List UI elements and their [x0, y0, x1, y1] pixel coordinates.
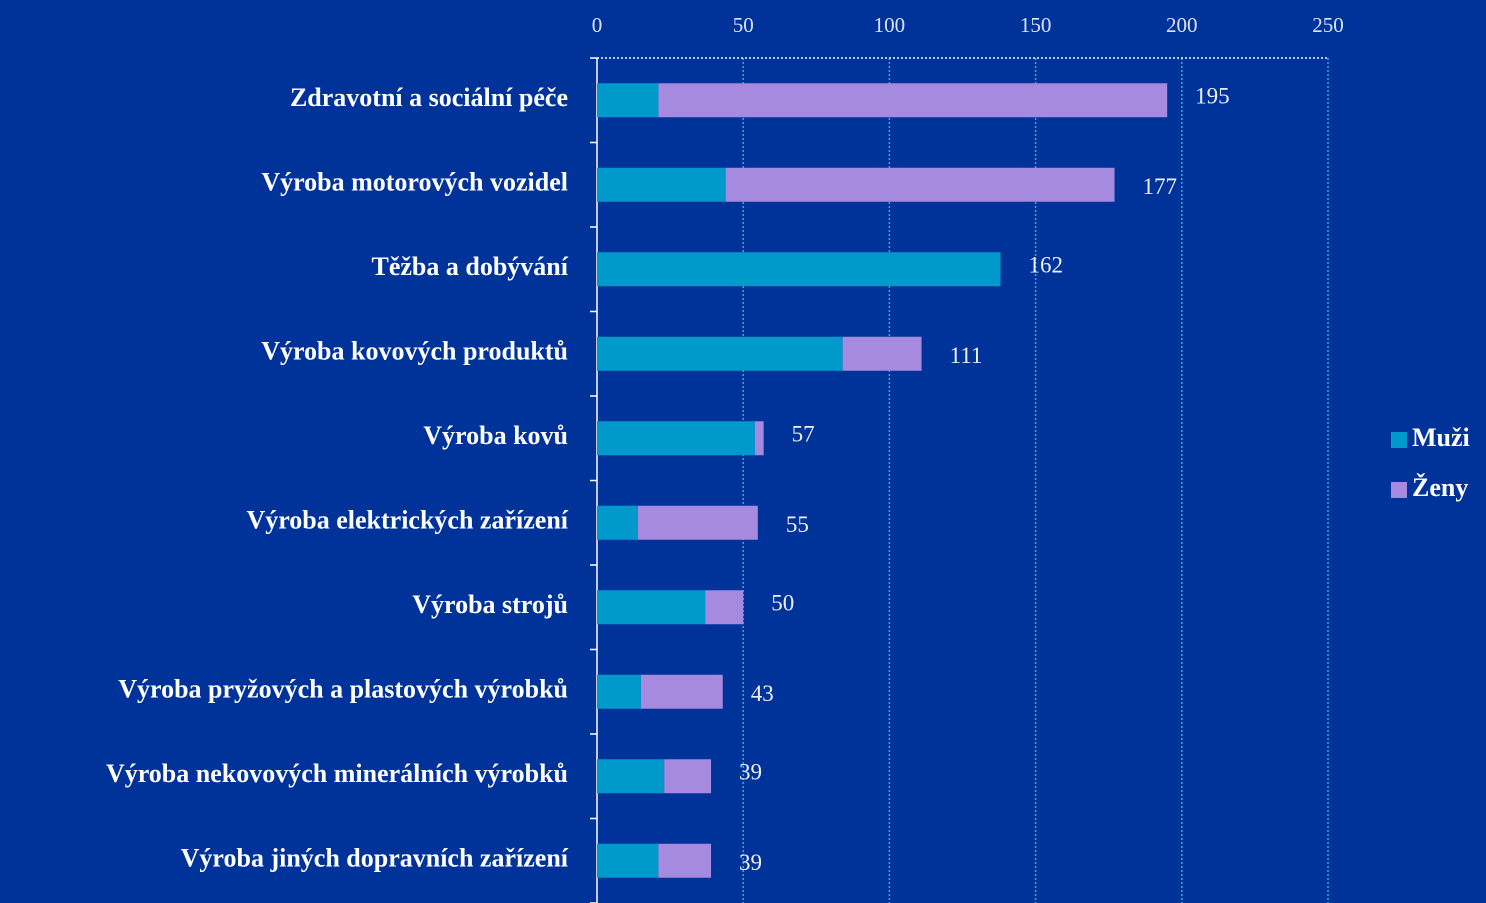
bar-segment [597, 759, 665, 794]
total-label: 50 [771, 591, 794, 616]
x-tick-label: 200 [1166, 13, 1198, 37]
total-label: 39 [739, 850, 762, 875]
bar-segment [658, 843, 712, 878]
legend-label: Ženy [1412, 473, 1468, 502]
category-label: Výroba jiných dopravních zařízení [181, 844, 569, 873]
bar-segment [658, 83, 1168, 118]
bar-segment [597, 167, 726, 202]
legend-swatch [1391, 482, 1407, 498]
bar-segment [664, 759, 712, 794]
category-label: Výroba motorových vozidel [261, 168, 568, 197]
x-tick-label: 0 [592, 13, 603, 37]
bar-segment [842, 336, 922, 371]
bar-segment [597, 674, 641, 709]
total-label: 177 [1143, 174, 1178, 199]
total-label: 162 [1029, 253, 1064, 278]
category-label: Výroba pryžových a plastových výrobků [118, 675, 568, 704]
bar-segment [597, 505, 638, 540]
total-label: 111 [950, 343, 983, 368]
total-label: 39 [739, 760, 762, 785]
bar-segment [640, 674, 723, 709]
bar-segment [597, 83, 659, 118]
bar-segment [597, 336, 843, 371]
total-label: 57 [792, 422, 815, 447]
total-label: 43 [751, 681, 774, 706]
bar-segment [637, 505, 758, 540]
category-label: Výroba kovů [423, 421, 568, 450]
category-label: Výroba nekovových minerálních výrobků [106, 759, 568, 788]
bar-segment [597, 843, 659, 878]
bar-segment [597, 252, 1001, 287]
bar-segment [705, 590, 744, 625]
bar-segment [725, 167, 1115, 202]
x-tick-label: 150 [1020, 13, 1052, 37]
x-tick-label: 50 [733, 13, 754, 37]
bar-segment [597, 421, 755, 456]
legend-label: Muži [1412, 423, 1470, 452]
category-label: Těžba a dobývání [372, 252, 569, 281]
x-tick-label: 250 [1312, 13, 1344, 37]
total-label: 195 [1195, 84, 1230, 109]
bar-segment [597, 590, 706, 625]
category-label: Výroba kovových produktů [261, 337, 568, 366]
bar-segment [754, 421, 764, 456]
category-label: Výroba elektrických zařízení [246, 506, 568, 535]
x-tick-label: 100 [874, 13, 906, 37]
category-label: Zdravotní a sociální péče [290, 83, 568, 112]
legend-swatch [1391, 432, 1407, 448]
total-label: 55 [786, 512, 809, 537]
category-label: Výroba strojů [412, 590, 568, 619]
